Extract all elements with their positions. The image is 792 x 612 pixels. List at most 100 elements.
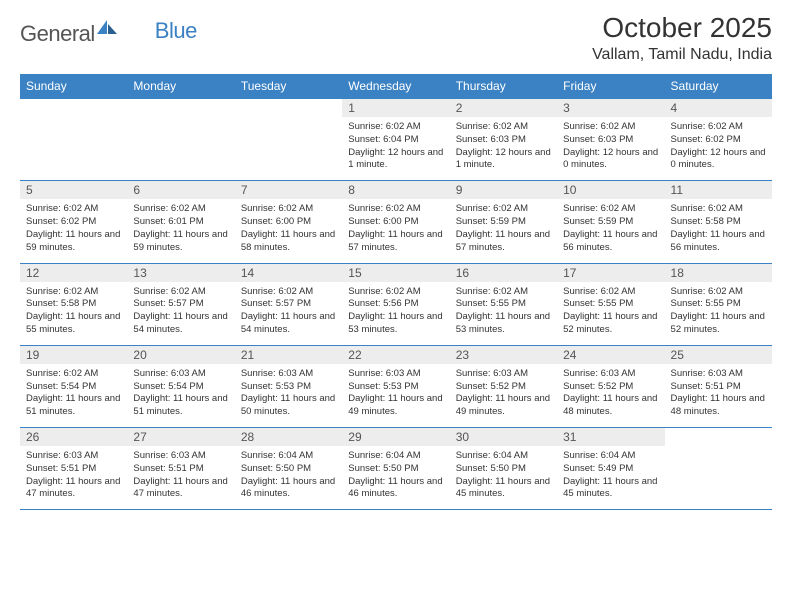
day-number — [665, 428, 772, 446]
day-cell: 19Sunrise: 6:02 AMSunset: 5:54 PMDayligh… — [20, 346, 127, 427]
day-cell: 16Sunrise: 6:02 AMSunset: 5:55 PMDayligh… — [450, 264, 557, 345]
day-cell — [20, 99, 127, 180]
day-cell: 28Sunrise: 6:04 AMSunset: 5:50 PMDayligh… — [235, 428, 342, 509]
day-detail: Sunrise: 6:02 AMSunset: 6:02 PMDaylight:… — [665, 117, 772, 180]
day-cell: 29Sunrise: 6:04 AMSunset: 5:50 PMDayligh… — [342, 428, 449, 509]
day-cell — [127, 99, 234, 180]
day-number — [20, 99, 127, 117]
weekday-thursday: Thursday — [450, 74, 557, 98]
day-cell: 30Sunrise: 6:04 AMSunset: 5:50 PMDayligh… — [450, 428, 557, 509]
logo: General Blue — [20, 20, 197, 47]
day-number: 3 — [557, 99, 664, 117]
day-number: 26 — [20, 428, 127, 446]
day-cell: 3Sunrise: 6:02 AMSunset: 6:03 PMDaylight… — [557, 99, 664, 180]
day-detail: Sunrise: 6:04 AMSunset: 5:50 PMDaylight:… — [342, 446, 449, 509]
day-cell: 13Sunrise: 6:02 AMSunset: 5:57 PMDayligh… — [127, 264, 234, 345]
day-number: 27 — [127, 428, 234, 446]
day-cell: 24Sunrise: 6:03 AMSunset: 5:52 PMDayligh… — [557, 346, 664, 427]
day-number: 25 — [665, 346, 772, 364]
day-detail — [20, 117, 127, 180]
day-number: 29 — [342, 428, 449, 446]
day-cell: 11Sunrise: 6:02 AMSunset: 5:58 PMDayligh… — [665, 181, 772, 262]
calendar: SundayMondayTuesdayWednesdayThursdayFrid… — [20, 74, 772, 510]
day-cell: 15Sunrise: 6:02 AMSunset: 5:56 PMDayligh… — [342, 264, 449, 345]
day-cell: 1Sunrise: 6:02 AMSunset: 6:04 PMDaylight… — [342, 99, 449, 180]
day-detail: Sunrise: 6:02 AMSunset: 6:01 PMDaylight:… — [127, 199, 234, 262]
day-cell: 21Sunrise: 6:03 AMSunset: 5:53 PMDayligh… — [235, 346, 342, 427]
day-detail: Sunrise: 6:03 AMSunset: 5:53 PMDaylight:… — [342, 364, 449, 427]
day-number: 21 — [235, 346, 342, 364]
day-detail: Sunrise: 6:03 AMSunset: 5:51 PMDaylight:… — [20, 446, 127, 509]
day-number: 1 — [342, 99, 449, 117]
day-cell — [235, 99, 342, 180]
day-cell — [665, 428, 772, 509]
day-detail: Sunrise: 6:03 AMSunset: 5:52 PMDaylight:… — [557, 364, 664, 427]
week-row: 12Sunrise: 6:02 AMSunset: 5:58 PMDayligh… — [20, 263, 772, 345]
header: General Blue October 2025 Vallam, Tamil … — [20, 12, 772, 64]
day-cell: 5Sunrise: 6:02 AMSunset: 6:02 PMDaylight… — [20, 181, 127, 262]
day-detail — [235, 117, 342, 180]
day-number: 30 — [450, 428, 557, 446]
weeks-container: 1Sunrise: 6:02 AMSunset: 6:04 PMDaylight… — [20, 98, 772, 510]
day-cell: 6Sunrise: 6:02 AMSunset: 6:01 PMDaylight… — [127, 181, 234, 262]
day-detail: Sunrise: 6:04 AMSunset: 5:50 PMDaylight:… — [235, 446, 342, 509]
day-detail: Sunrise: 6:03 AMSunset: 5:51 PMDaylight:… — [665, 364, 772, 427]
day-cell: 31Sunrise: 6:04 AMSunset: 5:49 PMDayligh… — [557, 428, 664, 509]
week-row: 19Sunrise: 6:02 AMSunset: 5:54 PMDayligh… — [20, 345, 772, 427]
weekday-monday: Monday — [127, 74, 234, 98]
day-cell: 20Sunrise: 6:03 AMSunset: 5:54 PMDayligh… — [127, 346, 234, 427]
day-detail: Sunrise: 6:02 AMSunset: 5:56 PMDaylight:… — [342, 282, 449, 345]
week-row: 1Sunrise: 6:02 AMSunset: 6:04 PMDaylight… — [20, 98, 772, 180]
day-cell: 27Sunrise: 6:03 AMSunset: 5:51 PMDayligh… — [127, 428, 234, 509]
day-detail: Sunrise: 6:02 AMSunset: 6:04 PMDaylight:… — [342, 117, 449, 180]
day-number: 24 — [557, 346, 664, 364]
day-number: 6 — [127, 181, 234, 199]
day-detail: Sunrise: 6:02 AMSunset: 5:55 PMDaylight:… — [665, 282, 772, 345]
day-number: 11 — [665, 181, 772, 199]
weekday-wednesday: Wednesday — [342, 74, 449, 98]
logo-sail-icon — [97, 20, 119, 41]
day-number — [127, 99, 234, 117]
day-number — [235, 99, 342, 117]
day-number: 18 — [665, 264, 772, 282]
day-number: 5 — [20, 181, 127, 199]
day-detail: Sunrise: 6:02 AMSunset: 6:00 PMDaylight:… — [342, 199, 449, 262]
day-detail: Sunrise: 6:02 AMSunset: 5:58 PMDaylight:… — [20, 282, 127, 345]
day-number: 4 — [665, 99, 772, 117]
weekday-saturday: Saturday — [665, 74, 772, 98]
day-cell: 17Sunrise: 6:02 AMSunset: 5:55 PMDayligh… — [557, 264, 664, 345]
day-number: 9 — [450, 181, 557, 199]
day-detail: Sunrise: 6:04 AMSunset: 5:49 PMDaylight:… — [557, 446, 664, 509]
day-number: 22 — [342, 346, 449, 364]
day-cell: 22Sunrise: 6:03 AMSunset: 5:53 PMDayligh… — [342, 346, 449, 427]
day-cell: 4Sunrise: 6:02 AMSunset: 6:02 PMDaylight… — [665, 99, 772, 180]
day-number: 14 — [235, 264, 342, 282]
day-number: 8 — [342, 181, 449, 199]
day-number: 28 — [235, 428, 342, 446]
weekday-tuesday: Tuesday — [235, 74, 342, 98]
day-detail: Sunrise: 6:02 AMSunset: 5:58 PMDaylight:… — [665, 199, 772, 262]
day-number: 13 — [127, 264, 234, 282]
day-number: 23 — [450, 346, 557, 364]
day-number: 20 — [127, 346, 234, 364]
day-detail — [665, 446, 772, 509]
day-detail: Sunrise: 6:03 AMSunset: 5:53 PMDaylight:… — [235, 364, 342, 427]
day-number: 17 — [557, 264, 664, 282]
day-detail: Sunrise: 6:03 AMSunset: 5:51 PMDaylight:… — [127, 446, 234, 509]
day-number: 16 — [450, 264, 557, 282]
day-number: 7 — [235, 181, 342, 199]
day-number: 10 — [557, 181, 664, 199]
day-cell: 9Sunrise: 6:02 AMSunset: 5:59 PMDaylight… — [450, 181, 557, 262]
weekday-sunday: Sunday — [20, 74, 127, 98]
day-detail: Sunrise: 6:02 AMSunset: 6:02 PMDaylight:… — [20, 199, 127, 262]
day-number: 15 — [342, 264, 449, 282]
day-detail: Sunrise: 6:02 AMSunset: 5:59 PMDaylight:… — [557, 199, 664, 262]
weekday-header-row: SundayMondayTuesdayWednesdayThursdayFrid… — [20, 74, 772, 98]
location-label: Vallam, Tamil Nadu, India — [592, 46, 772, 64]
page-title: October 2025 — [592, 12, 772, 44]
day-cell: 10Sunrise: 6:02 AMSunset: 5:59 PMDayligh… — [557, 181, 664, 262]
day-detail: Sunrise: 6:02 AMSunset: 6:03 PMDaylight:… — [557, 117, 664, 180]
day-cell: 7Sunrise: 6:02 AMSunset: 6:00 PMDaylight… — [235, 181, 342, 262]
day-cell: 18Sunrise: 6:02 AMSunset: 5:55 PMDayligh… — [665, 264, 772, 345]
day-cell: 23Sunrise: 6:03 AMSunset: 5:52 PMDayligh… — [450, 346, 557, 427]
